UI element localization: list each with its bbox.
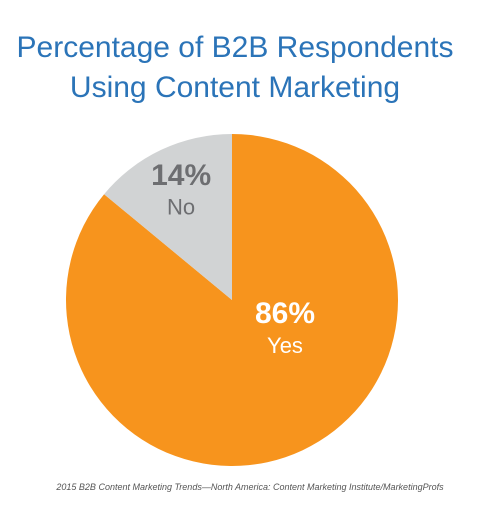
chart-title: Percentage of B2B Respondents Using Cont… <box>16 31 454 104</box>
value-label: 14% <box>151 159 211 192</box>
category-label: Yes <box>267 333 303 358</box>
source-note: 2015 B2B Content Marketing Trends—North … <box>56 482 444 492</box>
value-label: 86% <box>255 297 315 330</box>
category-label: No <box>167 195 195 220</box>
pie-slice <box>104 134 232 300</box>
